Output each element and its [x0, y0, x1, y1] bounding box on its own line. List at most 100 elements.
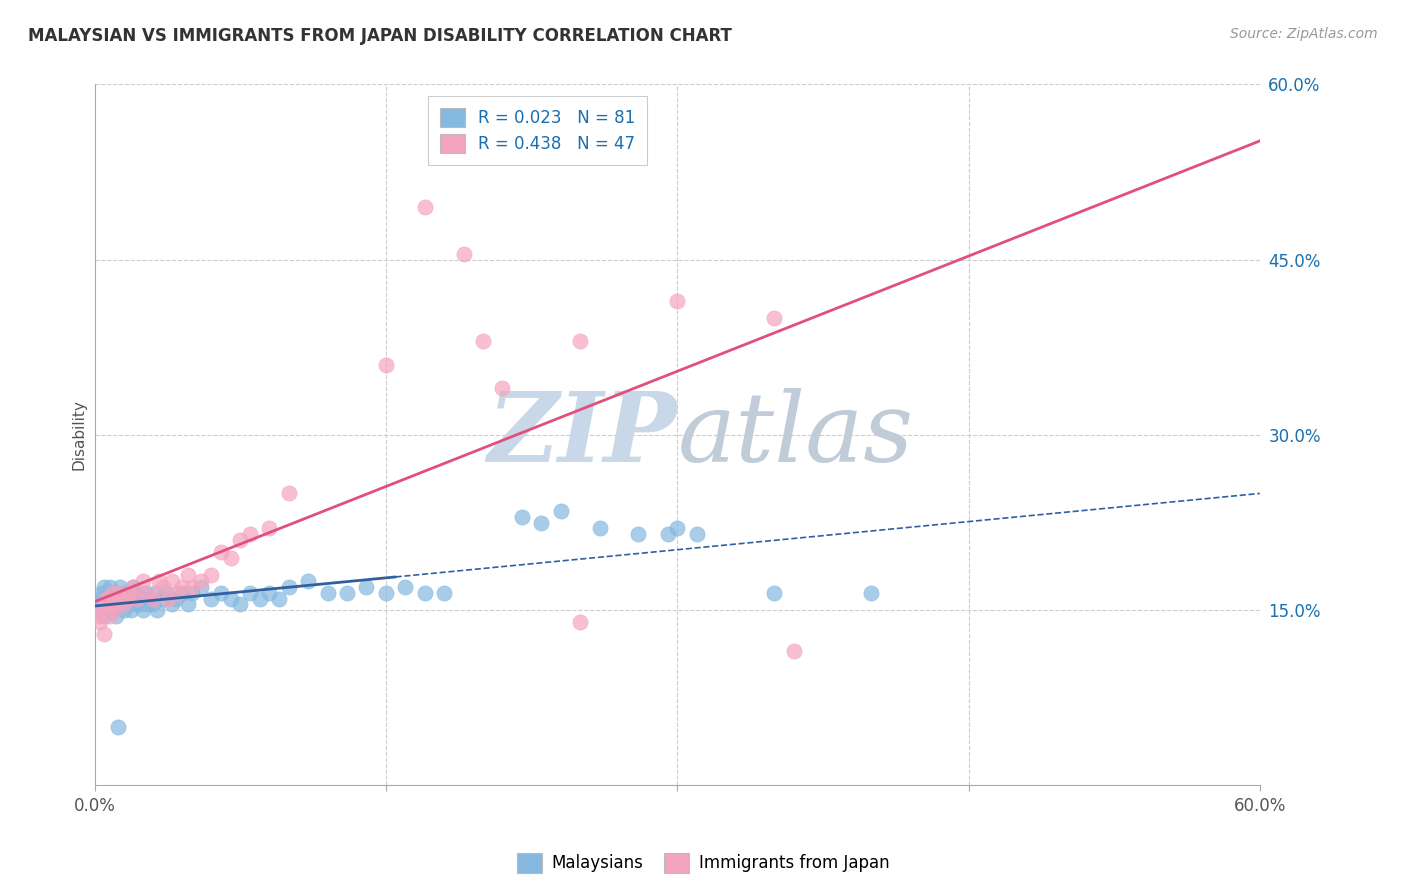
Point: [104, 598, 127, 612]
Point: [569, 334, 592, 349]
Point: [200, 568, 222, 582]
Point: [277, 580, 299, 594]
Point: [112, 585, 135, 599]
Point: [209, 585, 232, 599]
Point: [219, 550, 242, 565]
Point: [763, 311, 786, 326]
Point: [249, 591, 271, 606]
Point: [91, 585, 114, 599]
Point: [472, 334, 495, 349]
Text: ZIP: ZIP: [488, 388, 678, 482]
Point: [101, 603, 124, 617]
Point: [127, 585, 149, 599]
Point: [104, 609, 127, 624]
Point: [98, 598, 121, 612]
Point: [627, 527, 650, 541]
Point: [860, 585, 883, 599]
Point: [103, 603, 125, 617]
Point: [200, 591, 222, 606]
Point: [413, 200, 436, 214]
Point: [550, 504, 572, 518]
Point: [374, 585, 396, 599]
Point: [316, 585, 339, 599]
Point: [145, 603, 167, 617]
Point: [117, 598, 139, 612]
Point: [108, 580, 131, 594]
Point: [336, 585, 359, 599]
Point: [190, 580, 212, 594]
Point: [132, 574, 155, 588]
Point: [374, 358, 396, 372]
Point: [101, 585, 124, 599]
Point: [666, 293, 689, 308]
Point: [763, 585, 786, 599]
Point: [229, 598, 252, 612]
Point: [93, 598, 115, 612]
Point: [103, 585, 125, 599]
Point: [569, 615, 592, 629]
Point: [356, 580, 378, 594]
Point: [136, 598, 159, 612]
Point: [128, 598, 150, 612]
Point: [134, 585, 156, 599]
Point: [103, 603, 125, 617]
Point: [97, 603, 120, 617]
Point: [588, 521, 610, 535]
Point: [167, 585, 190, 599]
Point: [89, 591, 111, 606]
Point: [138, 591, 160, 606]
Point: [96, 598, 118, 612]
Point: [98, 609, 121, 624]
Point: [93, 609, 115, 624]
Point: [148, 574, 170, 588]
Point: [239, 585, 262, 599]
Point: [239, 527, 262, 541]
Point: [155, 585, 177, 599]
Point: [118, 585, 141, 599]
Point: [152, 591, 174, 606]
Point: [96, 591, 118, 606]
Point: [142, 598, 165, 612]
Point: [190, 574, 212, 588]
Point: [453, 247, 475, 261]
Point: [108, 591, 131, 606]
Point: [118, 585, 141, 599]
Point: [259, 521, 281, 535]
Point: [433, 585, 456, 599]
Point: [111, 591, 134, 606]
Point: [394, 580, 416, 594]
Point: [122, 580, 145, 594]
Point: [107, 585, 129, 599]
Point: [177, 568, 200, 582]
Text: MALAYSIAN VS IMMIGRANTS FROM JAPAN DISABILITY CORRELATION CHART: MALAYSIAN VS IMMIGRANTS FROM JAPAN DISAB…: [28, 27, 733, 45]
Point: [107, 591, 129, 606]
Point: [104, 585, 127, 599]
Point: [162, 598, 184, 612]
Point: [170, 585, 193, 599]
Point: [87, 598, 110, 612]
Point: [97, 585, 120, 599]
Point: [152, 580, 174, 594]
Point: [93, 580, 115, 594]
Point: [142, 591, 165, 606]
Point: [259, 585, 281, 599]
Point: [219, 591, 242, 606]
Point: [129, 591, 152, 606]
Point: [114, 591, 136, 606]
Point: [143, 585, 166, 599]
Point: [413, 585, 436, 599]
Text: Source: ZipAtlas.com: Source: ZipAtlas.com: [1230, 27, 1378, 41]
Point: [657, 527, 679, 541]
Point: [107, 598, 129, 612]
Text: atlas: atlas: [678, 388, 914, 482]
Point: [297, 574, 319, 588]
Point: [510, 509, 533, 524]
Point: [101, 591, 124, 606]
Point: [685, 527, 707, 541]
Point: [107, 720, 129, 734]
Point: [91, 603, 114, 617]
Legend: R = 0.023   N = 81, R = 0.438   N = 47: R = 0.023 N = 81, R = 0.438 N = 47: [427, 96, 647, 165]
Point: [112, 598, 135, 612]
Point: [165, 591, 187, 606]
Point: [91, 603, 114, 617]
